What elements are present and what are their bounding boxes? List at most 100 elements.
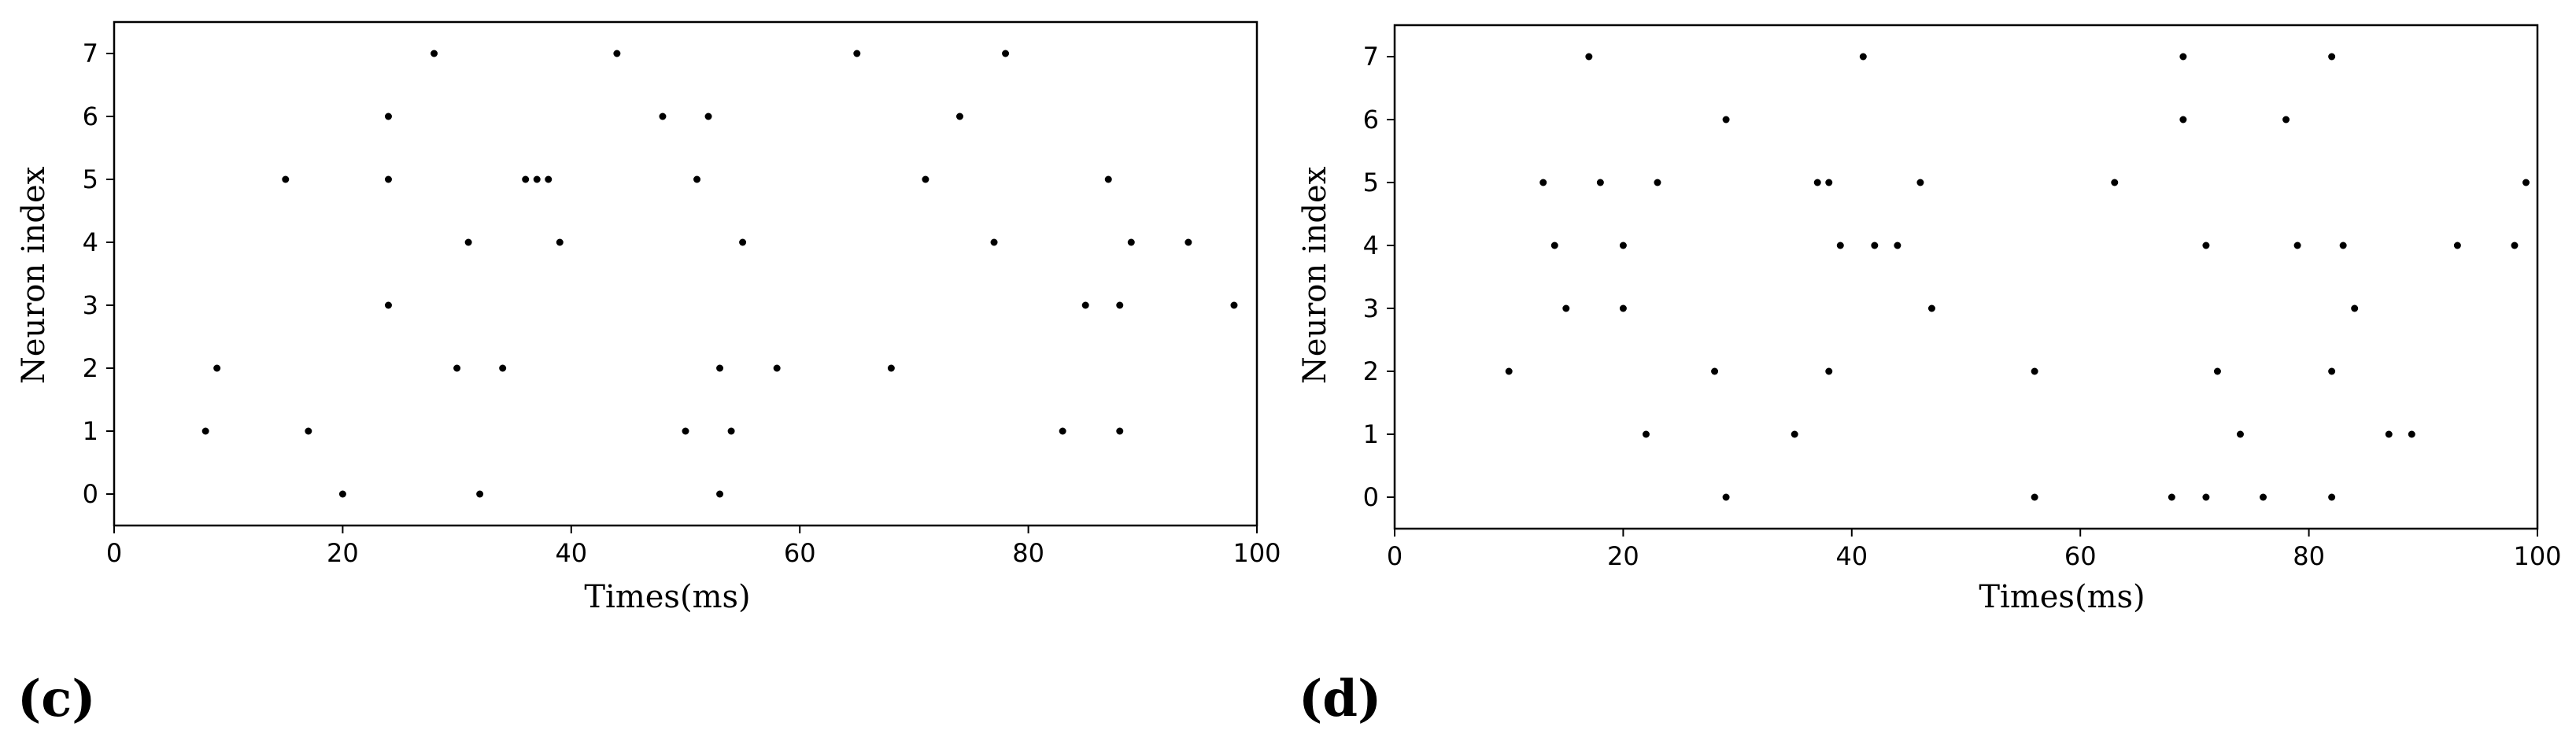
spike-point-d [2260, 493, 2267, 501]
y-tick-label-c: 4 [83, 227, 98, 257]
x-tick-label-c: 60 [784, 538, 816, 568]
spike-point-d [2213, 367, 2221, 375]
spike-point-c [990, 238, 998, 246]
spike-point-c [1127, 238, 1135, 246]
spike-point-c [1230, 301, 1238, 309]
spike-point-d [1927, 304, 1935, 312]
x-tick-label-d: 60 [2064, 541, 2097, 571]
spike-point-c [659, 112, 667, 120]
spike-point-d [2179, 53, 2187, 61]
x-tick-label-c: 80 [1012, 538, 1044, 568]
spike-point-d [2328, 367, 2336, 375]
spike-point-c [282, 175, 290, 183]
panel-label-d: (d) [1299, 669, 1381, 728]
x-tick-label-d: 40 [1835, 541, 1868, 571]
spike-point-d [2351, 304, 2359, 312]
spike-point-c [1059, 427, 1066, 435]
spike-point-d [1550, 242, 1558, 249]
spike-point-c [499, 364, 507, 372]
spike-point-d [2031, 367, 2038, 375]
x-tick-label-c: 0 [106, 538, 122, 568]
spike-point-c [338, 490, 346, 498]
spike-point-c [1116, 301, 1124, 309]
spike-point-d [2328, 53, 2336, 61]
spike-point-c [1081, 301, 1089, 309]
y-tick-label-c: 6 [83, 101, 98, 131]
spike-point-d [2328, 493, 2336, 501]
y-tick-label-c: 1 [83, 416, 98, 446]
y-tick-label-c: 5 [83, 164, 98, 194]
spike-point-d [1836, 242, 1844, 249]
spike-point-c [682, 427, 689, 435]
spike-points-c [201, 50, 1238, 498]
spike-point-d [1916, 179, 1924, 186]
x-tick-label-d: 20 [1607, 541, 1639, 571]
panel-d: (d) Times(ms) Neuron index 0 20 40 60 80 100 … [1297, 24, 2562, 728]
spike-point-c [887, 364, 895, 372]
spike-point-d [1813, 179, 1821, 186]
x-tick-label-d: 0 [1387, 541, 1403, 571]
y-ticks-d: 0 1 2 3 4 5 6 7 [1363, 42, 1395, 512]
y-tick-label-c: 3 [83, 290, 98, 320]
spike-point-d [1791, 430, 1798, 438]
spike-point-d [2385, 430, 2393, 438]
spike-point-c [704, 112, 712, 120]
x-axis-label-d: Times(ms) [1979, 579, 2145, 615]
spike-point-c [955, 112, 963, 120]
spike-point-c [545, 175, 553, 183]
y-tick-label-d: 3 [1363, 293, 1379, 323]
spike-point-d [1539, 179, 1547, 186]
spike-point-d [2293, 242, 2301, 249]
spike-point-d [1642, 430, 1650, 438]
spike-point-d [1619, 304, 1627, 312]
spike-point-d [1894, 242, 1902, 249]
spike-point-d [1871, 242, 1879, 249]
spike-point-d [1711, 367, 1719, 375]
x-tick-label-c: 40 [555, 538, 587, 568]
y-tick-label-d: 2 [1363, 356, 1379, 386]
spike-point-d [2202, 242, 2210, 249]
spike-point-c [213, 364, 221, 372]
spike-point-c [305, 427, 312, 435]
spike-point-d [1585, 53, 1593, 61]
spike-point-c [727, 427, 735, 435]
plot-frame-d [1393, 24, 2539, 530]
spike-point-c [1002, 50, 1010, 57]
y-ticks-c: 0 1 2 3 4 5 6 7 [83, 39, 114, 509]
y-tick-label-c: 2 [83, 353, 98, 383]
spike-point-c [201, 427, 209, 435]
spike-point-c [384, 175, 392, 183]
y-tick-label-c: 7 [83, 39, 98, 68]
plot-frame-c [113, 20, 1258, 527]
spike-point-d [1722, 493, 1730, 501]
spike-point-d [2111, 179, 2119, 186]
spike-point-d [1722, 116, 1730, 124]
spike-point-d [1619, 242, 1627, 249]
spike-point-d [2202, 493, 2210, 501]
spike-point-d [1825, 367, 1833, 375]
spike-point-c [476, 490, 484, 498]
spike-point-c [739, 238, 747, 246]
y-axis-label-d: Neuron index [1297, 166, 1333, 384]
spike-point-c [464, 238, 472, 246]
y-tick-label-d: 0 [1363, 482, 1379, 512]
x-tick-label-c: 20 [327, 538, 359, 568]
x-ticks-d: 0 20 40 60 80 100 [1387, 529, 2562, 571]
y-tick-label-d: 6 [1363, 105, 1379, 135]
y-tick-label-d: 5 [1363, 168, 1379, 197]
spike-point-c [453, 364, 461, 372]
spike-point-d [1505, 367, 1513, 375]
spike-point-c [384, 301, 392, 309]
panel-label-c: (c) [17, 669, 96, 728]
x-tick-label-c: 100 [1233, 538, 1281, 568]
spike-point-c [773, 364, 781, 372]
spike-point-c [613, 50, 621, 57]
spike-point-c [431, 50, 438, 57]
spike-point-c [716, 364, 724, 372]
spike-point-c [1104, 175, 1112, 183]
spike-point-c [522, 175, 530, 183]
spike-point-c [853, 50, 861, 57]
panel-c: (c) Times(ms) Neuron index 0 20 40 60 80 100 … [16, 20, 1281, 728]
x-axis-label-c: Times(ms) [584, 579, 750, 615]
